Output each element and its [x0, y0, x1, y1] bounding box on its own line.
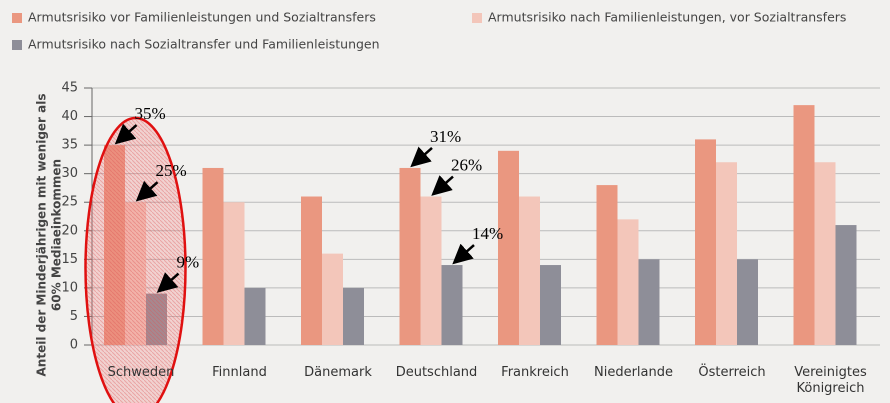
x-tick-label: Finnland	[212, 365, 267, 380]
value-label: 9%	[177, 253, 200, 272]
legend-swatch	[12, 40, 22, 50]
x-tick-label: Österreich	[698, 365, 766, 380]
bar	[814, 162, 836, 345]
y-tick-label: 30	[61, 166, 78, 181]
annotation-arrow	[135, 180, 159, 202]
y-tick-label: 10	[61, 280, 78, 295]
bar	[244, 287, 266, 345]
annotation-arrow	[452, 243, 475, 265]
annotation-arrow	[156, 272, 180, 293]
x-tick-label: Deutschland	[395, 365, 478, 380]
y-tick-label: 20	[61, 223, 78, 238]
x-tick-label: Frankreich	[501, 365, 569, 380]
y-axis-label: Anteil der Minderjährigen mit weniger al…	[35, 93, 49, 376]
bar	[638, 259, 660, 345]
bar	[343, 287, 364, 345]
y-tick-label: 45	[61, 81, 78, 96]
bar	[498, 150, 519, 345]
y-tick-label: 0	[70, 338, 78, 353]
value-label: 26%	[451, 155, 482, 174]
annotation-arrow	[114, 123, 138, 145]
bar	[322, 253, 343, 345]
value-label: 14%	[472, 224, 503, 243]
legend-swatch	[12, 13, 22, 23]
value-label: 25%	[156, 161, 187, 180]
value-label: 31%	[430, 127, 461, 146]
legend-label: Armutsrisiko nach Sozialtransfer und Fam…	[28, 37, 380, 52]
bar	[596, 185, 618, 345]
legend-label: Armutsrisiko vor Familienleistungen und …	[28, 10, 376, 25]
bar	[793, 105, 815, 345]
highlight-ellipse	[84, 116, 187, 403]
bar	[617, 219, 639, 345]
bar	[399, 167, 421, 345]
x-tick-label: Dänemark	[304, 365, 372, 380]
legend-swatch	[472, 13, 482, 23]
y-tick-label: 25	[61, 195, 78, 210]
x-tick-label: Schweden	[107, 365, 175, 380]
bar	[441, 265, 463, 345]
y-tick-label: 15	[61, 252, 78, 267]
bar	[202, 167, 224, 345]
annotation-arrow	[410, 146, 433, 168]
bar	[301, 196, 322, 345]
bar	[737, 259, 758, 345]
bar	[519, 196, 540, 345]
legend-label: Armutsrisiko nach Familienleistungen, vo…	[488, 10, 846, 25]
bar	[540, 265, 561, 345]
y-tick-label: 35	[61, 138, 78, 153]
bar	[695, 139, 716, 345]
bar	[223, 202, 245, 345]
bar	[420, 196, 442, 345]
y-tick-label: 40	[61, 109, 78, 124]
annotation-arrow	[431, 175, 454, 196]
value-label: 35%	[135, 104, 166, 123]
x-tick-label: Vereinigtes Königreich	[794, 365, 867, 396]
y-axis-label: 60% Mediaeinkommen	[50, 159, 64, 311]
x-tick-label: Niederlande	[594, 365, 673, 380]
bar	[716, 162, 737, 345]
y-tick-label: 5	[70, 309, 78, 324]
bar	[835, 225, 857, 345]
